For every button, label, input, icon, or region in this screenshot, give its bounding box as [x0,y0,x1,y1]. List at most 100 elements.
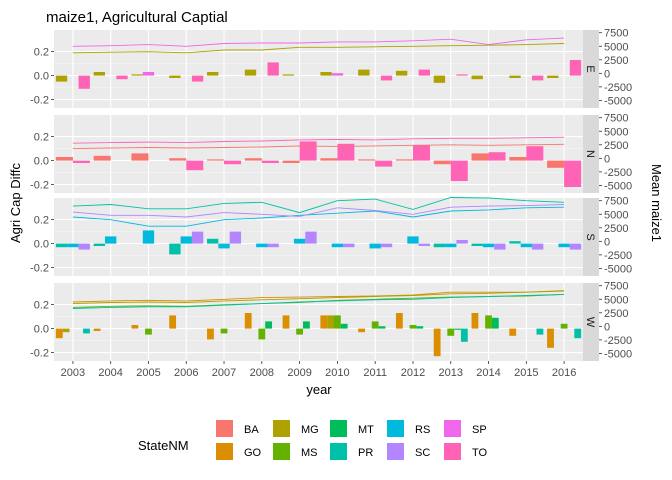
y-right-tick-label: 5000 [604,209,628,221]
facet-panels: -0.20.00.2E-5000-25000250050007500-0.20.… [30,28,632,361]
bar-W-MS-2012 [409,325,417,329]
bar-W-MT-2011 [378,326,386,329]
bar-N-BA-2009 [282,160,300,163]
bar-N-TO-2010 [337,143,355,161]
x-tick-label: 2011 [363,367,387,379]
bar-E-TO-2004 [116,75,128,80]
y-left-tick-label: 0.0 [34,156,49,168]
panel-background [54,283,583,361]
y-left-tick-label: -0.2 [30,95,49,107]
bar-S-PR-2015 [509,241,521,244]
y-left-tick-label: 0.2 [34,132,49,144]
bar-E-MG-2005 [131,74,143,76]
bar-S-RS-2013 [445,243,457,248]
x-tick-label: 2003 [61,367,85,379]
bar-E-TO-2003 [78,75,90,89]
bar-W-MT-2013 [454,328,461,330]
mean-line-W-GO [72,290,565,303]
bar-N-BA-2011 [358,159,376,161]
legend-key-SC [387,443,404,460]
bar-E-SP-2010 [331,73,344,76]
bar-N-TO-2006 [186,160,204,171]
x-tick-label: 2016 [552,367,576,379]
mean-line-S-SC [72,204,565,218]
legend-key-PR [330,443,347,460]
x-tick-label: 2013 [439,367,463,379]
bar-W-GO-2004 [93,328,101,331]
bar-S-SC-2009 [305,231,317,244]
bar-E-MG-2010 [320,72,332,76]
bar-N-BA-2008 [244,158,262,161]
y-right-tick-label: 0 [604,321,610,333]
bar-S-SC-2015 [531,243,544,250]
bar-E-TO-2012 [418,69,430,76]
bar-W-MS-2014 [485,315,492,329]
bar-N-BA-2015 [509,157,527,161]
bar-W-MS-2008 [258,328,266,340]
bar-S-PR-2004 [93,243,106,246]
bar-W-GO-2009 [282,315,290,329]
facet-strip-label: N [584,150,596,158]
legend-label-PR: PR [358,447,373,459]
legend-label-SC: SC [415,447,430,459]
bar-S-RS-2007 [218,243,230,249]
bar-S-PR-2013 [433,243,446,248]
bar-E-TO-2006 [191,75,204,82]
facet-strip [583,115,599,193]
mean-line-E-MG [72,43,565,54]
bar-N-TO-2014 [488,152,506,161]
legend-label-GO: GO [244,447,262,459]
bar-S-RS-2011 [369,243,381,249]
bar-N-TO-2003 [72,160,90,163]
bar-S-RS-2015 [520,243,532,248]
mean-line-N-TO [72,136,565,144]
y-right-tick-label: -5000 [604,95,632,107]
bar-S-RS-2003 [67,243,79,248]
y-right-tick-label: 7500 [604,28,628,40]
facet-strip-label: S [584,233,596,240]
bar-E-MG-2009 [282,74,294,76]
x-axis: 2003 2004 2005 2006 2007 2008 2009 2010 2011 2012… [61,361,576,379]
bar-N-BA-2010 [320,158,338,161]
bar-N-BA-2014 [471,153,489,161]
bar-S-RS-2009 [293,238,306,244]
bar-N-TO-2016 [564,160,582,187]
facet-strip-label: W [584,317,596,328]
legend-label-SP: SP [472,424,487,436]
bar-N-TO-2008 [261,160,279,163]
bar-W-MS-2013 [447,328,455,336]
bar-S-SC-2003 [78,243,90,250]
mean-line-E-SP [72,37,565,47]
bar-S-PR-2007 [207,238,219,244]
bar-W-MT-2010 [340,323,348,329]
bar-S-SC-2014 [494,243,506,250]
bar-W-GO-2012 [395,313,403,329]
bar-S-RS-2014 [482,243,495,248]
bar-W-GO-2007 [207,328,214,340]
bar-E-MG-2006 [169,75,181,78]
bar-N-TO-2007 [224,160,242,165]
bar-S-RS-2004 [105,236,117,244]
x-axis-title: year [306,382,332,397]
legend-key-RS [387,420,404,437]
bar-N-TO-2015 [526,146,544,161]
bar-N-BA-2007 [207,159,225,161]
bar-W-MS-2016 [560,323,568,329]
y-right-tick-label: 5000 [604,126,628,138]
y-right-tick-label: 2500 [604,140,628,152]
bar-N-BA-2003 [55,157,73,161]
bar-W-MS-2010 [333,315,341,329]
mean-line-S-RS [72,206,565,227]
bar-S-RS-2016 [558,243,570,248]
bar-W-MS-2007 [220,328,228,334]
bar-S-SC-2008 [267,243,279,248]
y-left-tick-label: 0.2 [34,215,49,227]
x-tick-label: 2006 [174,367,198,379]
mean-line-W-MG [72,290,565,305]
bar-S-SC-2012 [418,243,430,246]
bar-W-PR-2016 [574,328,582,339]
bar-W-GO-2014 [471,313,479,329]
legend-label-TO: TO [472,447,488,459]
